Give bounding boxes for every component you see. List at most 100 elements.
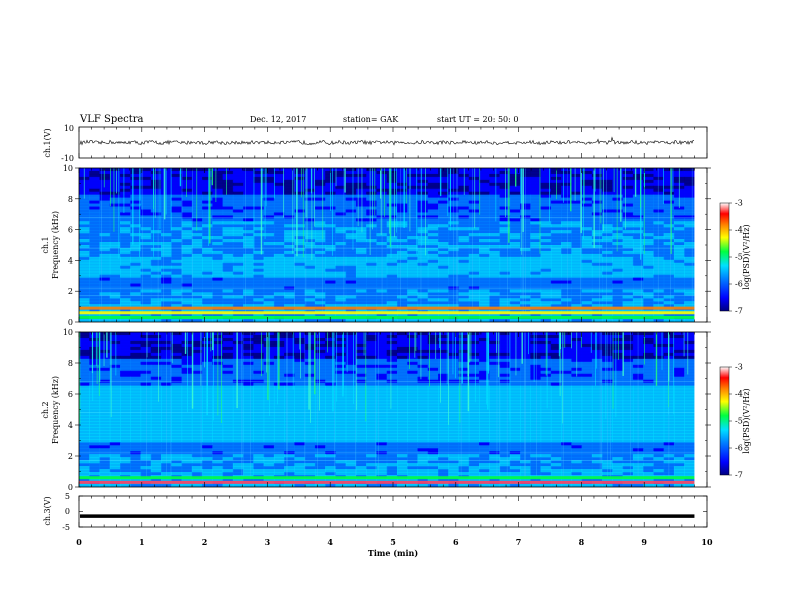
spectrogram-cell <box>243 191 254 196</box>
spectrogram-cell <box>663 227 675 231</box>
spectrogram-cell <box>602 247 613 252</box>
spectrogram-cell <box>304 253 316 258</box>
spectrogram-cell <box>602 301 613 305</box>
spectrogram-cell <box>438 197 449 202</box>
spectrogram-cell <box>202 277 213 282</box>
spectrogram-cell <box>335 194 347 199</box>
spectrogram-cell <box>386 298 398 302</box>
spectrogram-cell <box>571 176 583 181</box>
spectrogram-cell <box>643 382 655 387</box>
spectrogram-cell <box>499 397 511 402</box>
spectrogram-cell <box>232 209 244 214</box>
spectrogram-cell <box>212 277 224 282</box>
spectrogram-cell <box>294 227 306 231</box>
spectrogram-cell <box>591 364 603 369</box>
spectrogram-cell <box>417 170 429 175</box>
spectrogram-cell <box>499 247 511 252</box>
spectrogram-cell <box>663 259 675 264</box>
spectrogram-cell <box>632 221 644 225</box>
spectrogram-cell <box>653 242 665 246</box>
spectrogram-cell <box>366 358 378 363</box>
spectrogram-cell <box>602 295 613 299</box>
spectrogram-cell <box>140 182 152 187</box>
spectrogram-cell <box>396 361 408 366</box>
spectrogram-cell <box>120 179 131 184</box>
spectrogram-cell <box>99 209 111 214</box>
spectrogram-cell <box>499 203 511 208</box>
spectrogram-cell <box>140 394 152 399</box>
spectrogram-cell <box>202 185 213 190</box>
spectrogram-cell <box>253 373 265 378</box>
spectrogram-cell <box>643 319 655 322</box>
spectrogram-cell <box>407 209 419 214</box>
spectrogram-cell <box>468 227 480 231</box>
spectrogram-cell <box>366 400 378 405</box>
spectrogram-cell <box>602 182 613 187</box>
spectrogram-cell <box>417 280 429 285</box>
spectrogram-cell <box>181 367 193 372</box>
spectrogram-cell <box>130 250 142 255</box>
spectrogram-cell <box>130 388 142 393</box>
spectrogram-cell <box>653 352 665 357</box>
spectrogram-cell <box>438 394 449 399</box>
spectrogram-cell <box>427 224 439 228</box>
spectrogram-cell <box>550 355 562 360</box>
spectrogram-cell <box>222 370 234 375</box>
spectrogram-cell <box>632 182 644 187</box>
spectrogram-cell <box>171 397 183 402</box>
spectrogram-cell <box>232 367 244 372</box>
spectrogram-cell <box>438 397 449 402</box>
spectrogram-cell <box>396 188 408 193</box>
spectrogram-cell <box>263 332 275 336</box>
spectrogram-cell <box>684 236 696 240</box>
spectrogram-cell <box>591 262 603 267</box>
spectrogram-cell <box>150 191 162 196</box>
spectrogram-cell <box>150 403 162 408</box>
spectrogram-cell <box>591 200 603 205</box>
spectrogram-cell <box>581 212 593 216</box>
spectrogram-cell <box>571 203 583 208</box>
spectrogram-cell <box>468 170 480 175</box>
spectrogram-cell <box>509 209 521 214</box>
spectrogram-cell <box>561 268 572 273</box>
spectrogram-cell <box>581 191 593 196</box>
spectrogram-cell <box>561 170 572 175</box>
spectrogram-cell <box>232 304 244 308</box>
spectrogram-cell <box>602 197 613 202</box>
spectrogram-cell <box>540 185 552 190</box>
spectrogram-cell <box>366 218 378 222</box>
spectrogram-cell <box>109 239 121 243</box>
spectrogram-cell <box>181 313 193 317</box>
spectrogram-cell <box>632 200 644 205</box>
spectrogram-cell <box>294 179 306 184</box>
spectrogram-cell <box>602 265 613 270</box>
spectrogram-cell <box>479 247 490 252</box>
spectrogram-cell <box>540 253 552 258</box>
spectrogram-cell <box>643 209 655 214</box>
spectrogram-cell <box>273 224 285 228</box>
spectrogram-cell <box>622 367 634 372</box>
spectrogram-cell <box>509 295 521 299</box>
spectrogram-cell <box>509 221 521 225</box>
spectrogram-cell <box>468 212 480 216</box>
spectrogram-cell <box>150 349 162 354</box>
spectrogram-cell <box>684 400 696 405</box>
spectrogram-cell <box>325 292 337 296</box>
spectrogram-cell <box>540 247 552 252</box>
spectrogram-cell <box>355 218 367 222</box>
spectrogram-cell <box>489 221 501 225</box>
spectrogram-cell <box>345 361 357 366</box>
spectrogram-cell <box>99 298 111 302</box>
spectrogram-cell <box>232 256 244 261</box>
spectrogram-cell <box>202 176 213 181</box>
spectrogram-cell <box>273 304 285 308</box>
spectrogram-cell <box>222 203 234 208</box>
spectrogram-cell <box>191 373 203 378</box>
spectrogram-cell <box>622 274 634 279</box>
spectrogram-cell <box>253 206 265 211</box>
spectrogram-cell <box>540 224 552 228</box>
spectrogram-cell <box>314 376 326 381</box>
spectrogram-cell <box>212 221 224 225</box>
spectrogram-cell <box>561 209 572 214</box>
